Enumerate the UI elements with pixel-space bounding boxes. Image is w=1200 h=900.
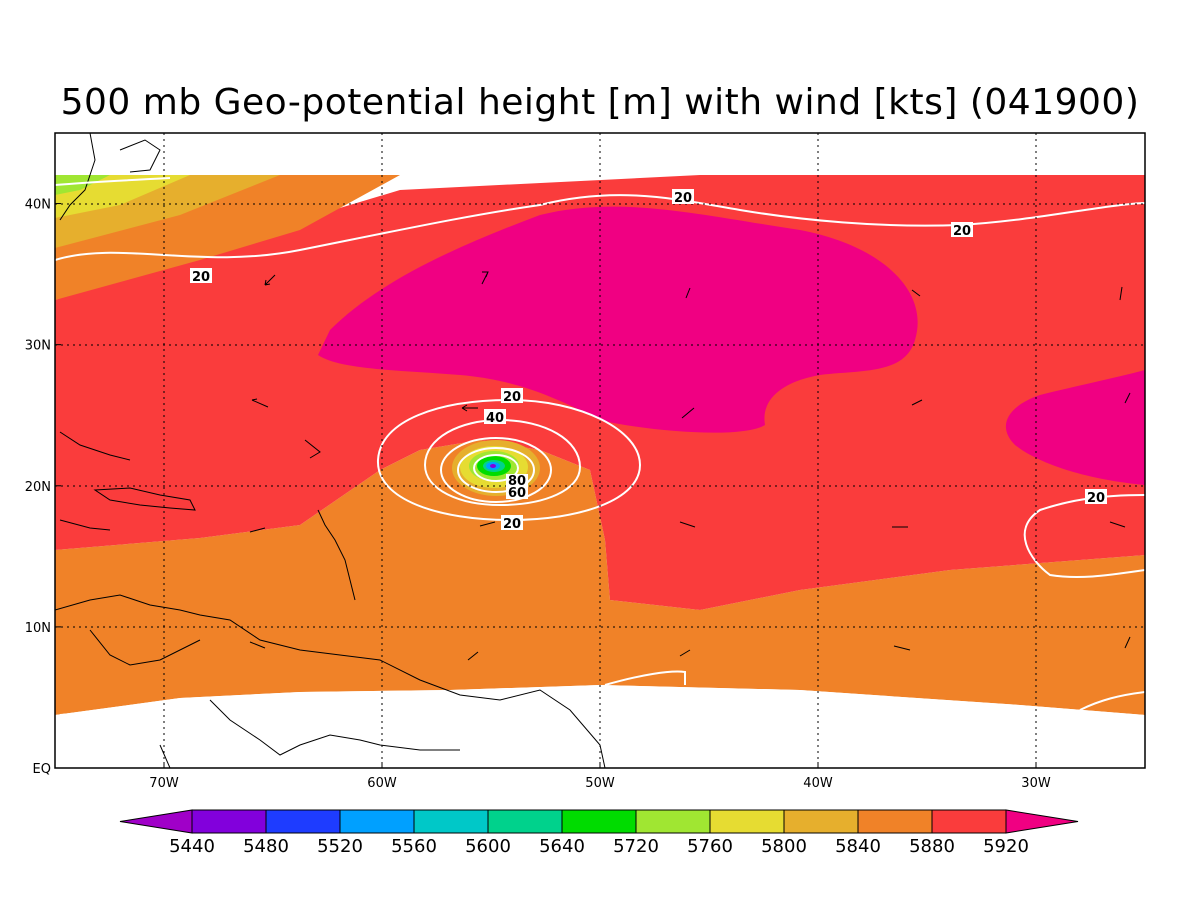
- wind-vectors: [249, 271, 1131, 661]
- colorbar-level-label: 5880: [909, 836, 955, 857]
- contour-fill-5800-north: [55, 175, 190, 218]
- colorbar-level-label: 5640: [539, 836, 585, 857]
- contour-fill-5760-north: [55, 175, 110, 195]
- lat-tick-label: 20N: [25, 480, 51, 495]
- colorbar-high-triangle: [1005, 809, 1079, 834]
- contour-label: 20: [1087, 491, 1105, 506]
- lon-tick-label: 60W: [367, 776, 397, 791]
- colorbar-level-label: 5800: [761, 836, 807, 857]
- contour-label: 80: [508, 474, 526, 489]
- map-title: 500 mb Geo-potential height [m] with win…: [60, 82, 1140, 123]
- colorbar-level-label: 5920: [983, 836, 1029, 857]
- wind-contour-labels: 20 20 20 20 40 20 80 60 20: [190, 189, 1107, 532]
- colorbar-level-label: 5560: [391, 836, 437, 857]
- colorbar-low-triangle: [119, 809, 193, 834]
- colorbar-level-label: 5520: [317, 836, 363, 857]
- colorbar-swatch: [783, 809, 859, 834]
- colorbar-swatch: [339, 809, 415, 834]
- map-grid: [55, 133, 1145, 768]
- wind-contour-storm-20: [376, 398, 642, 522]
- colorbar-swatch: [191, 809, 267, 834]
- colorbar-swatch: [561, 809, 637, 834]
- colorbar-level-label: 5720: [613, 836, 659, 857]
- colorbar-swatch: [709, 809, 785, 834]
- lon-tick-label: 30W: [1021, 776, 1051, 791]
- colorbar-level-label: 5840: [835, 836, 881, 857]
- lat-tick-label: 10N: [25, 621, 51, 636]
- wind-contour-storm-40: [423, 418, 582, 507]
- contour-label: 20: [953, 224, 971, 239]
- lon-tick-label: 70W: [149, 776, 179, 791]
- lon-tick-label: 40W: [803, 776, 833, 791]
- lat-tick-label: 30N: [25, 339, 51, 354]
- lat-tick-label: 40N: [25, 198, 51, 213]
- height-field: 20 20 20 20 40 20 80 60 20: [55, 133, 1145, 768]
- colorbar-level-label: 5480: [243, 836, 289, 857]
- colorbar-level-label: 5440: [169, 836, 215, 857]
- no-data-region: [55, 685, 1145, 768]
- colorbar-swatch: [265, 809, 341, 834]
- contour-label: 20: [503, 390, 521, 405]
- lon-tick-label: 50W: [585, 776, 615, 791]
- colorbar-level-label: 5600: [465, 836, 511, 857]
- wind-contour-storm-60: [440, 437, 552, 503]
- colorbar-level-label: 5760: [687, 836, 733, 857]
- contour-label: 20: [674, 191, 692, 206]
- lat-tick-labels: EQ 10N 20N 30N 40N: [25, 198, 61, 777]
- lat-tick-label: EQ: [33, 762, 51, 777]
- lon-tick-labels: 70W 60W 50W 40W 30W: [149, 762, 1051, 791]
- contour-label: 20: [192, 270, 210, 285]
- colorbar-swatch: [635, 809, 711, 834]
- contour-label: 40: [486, 411, 504, 426]
- coastlines: [55, 133, 606, 768]
- colorbar: 5440 5480 5520 5560 5600 5640 5720 5760 5800 5840…: [119, 809, 1079, 857]
- colorbar-swatch: [413, 809, 489, 834]
- contour-fill-high-east: [1005, 370, 1145, 485]
- contour-fill-high-center: [318, 206, 918, 433]
- colorbar-swatch: [931, 809, 1007, 834]
- colorbar-swatch: [487, 809, 563, 834]
- colorbar-swatch: [857, 809, 933, 834]
- contour-label: 20: [503, 517, 521, 532]
- contour-label: 60: [508, 486, 526, 501]
